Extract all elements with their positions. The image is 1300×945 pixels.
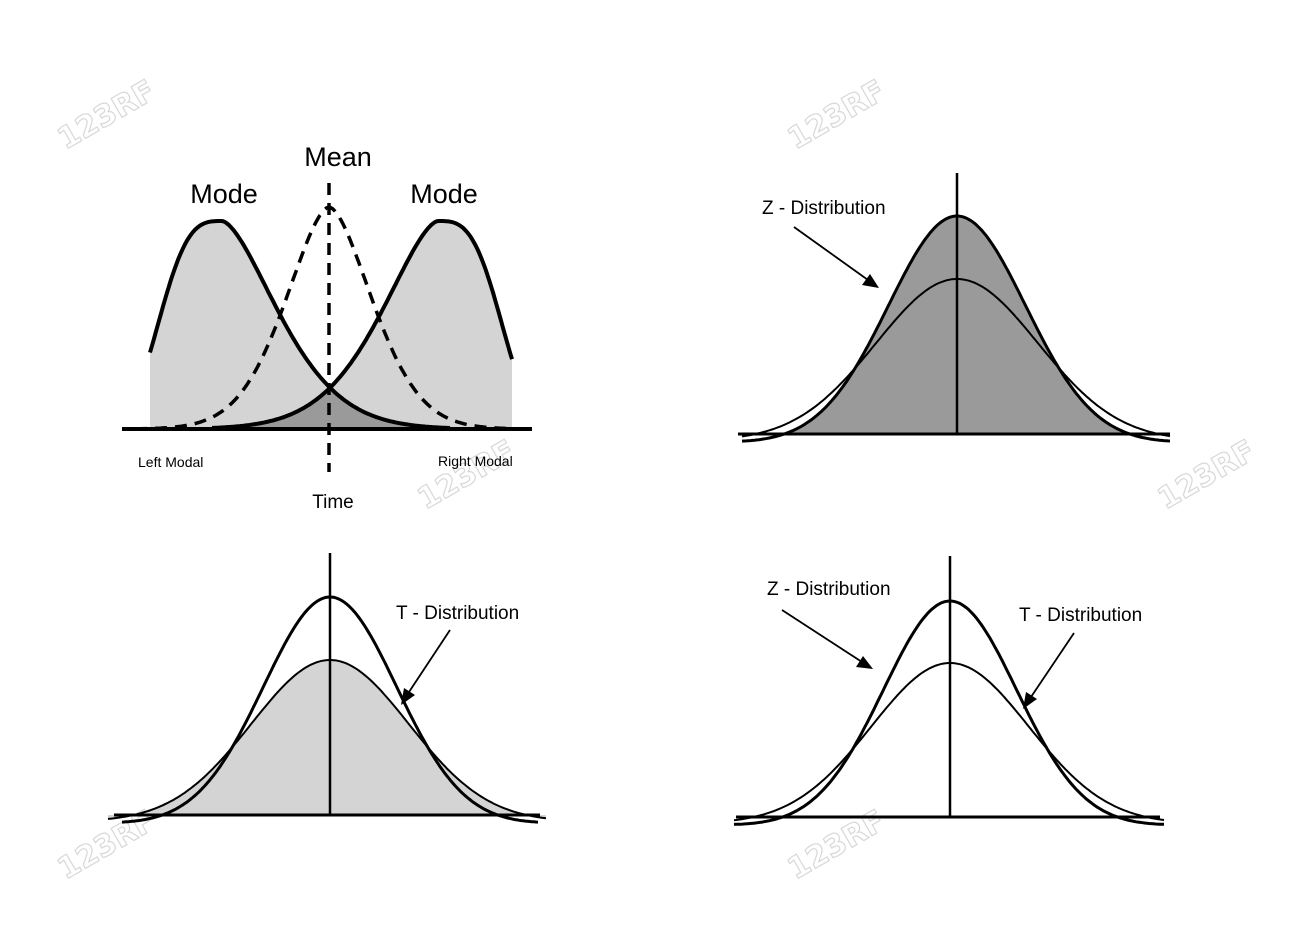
time-axis-label: Time [312,492,354,513]
right-modal-label: Right Modal [438,453,513,469]
z-pointer-line [781,609,863,663]
left-mode-curve [148,219,451,430]
z-pointer-arrowhead [856,656,873,669]
t-pointer-line [408,629,451,693]
z-distribution-label: Z - Distribution [762,198,886,219]
t-distribution-label: T - Distribution [396,603,519,624]
t-distribution-panel: T - Distribution [107,553,547,824]
t-distribution-label: T - Distribution [1019,605,1142,626]
watermark-text: 123RF [52,74,161,157]
t-pointer-line [1030,632,1075,698]
left-modal-label: Left Modal [138,454,203,470]
t-distribution-curve [107,659,547,820]
z-distribution-label: Z - Distribution [767,579,891,600]
comparison-panel: Z - Distribution T - Distribution [733,556,1165,826]
t-pointer-arrowhead [401,688,415,705]
watermark-text: 123RF [782,74,891,157]
mode-right-label: Mode [410,179,478,209]
overlap-area [212,388,450,429]
t-pointer-arrowhead [1023,692,1037,709]
right-mode-curve [212,219,514,430]
left-mode-area [150,221,450,429]
mode-left-label: Mode [190,179,258,209]
watermark-text: 123RF [1152,434,1261,517]
bimodal-panel: Mean Mode Mode Left Modal Right Modal Ti… [122,142,532,513]
z-pointer-line [793,226,869,281]
mean-label: Mean [304,142,372,172]
watermark-text: 123RF [412,434,521,517]
z-pointer-arrowhead [862,274,879,288]
t-distribution-area [108,660,546,819]
z-distribution-panel: Z - Distribution [738,173,1171,443]
right-mode-area [212,221,512,429]
